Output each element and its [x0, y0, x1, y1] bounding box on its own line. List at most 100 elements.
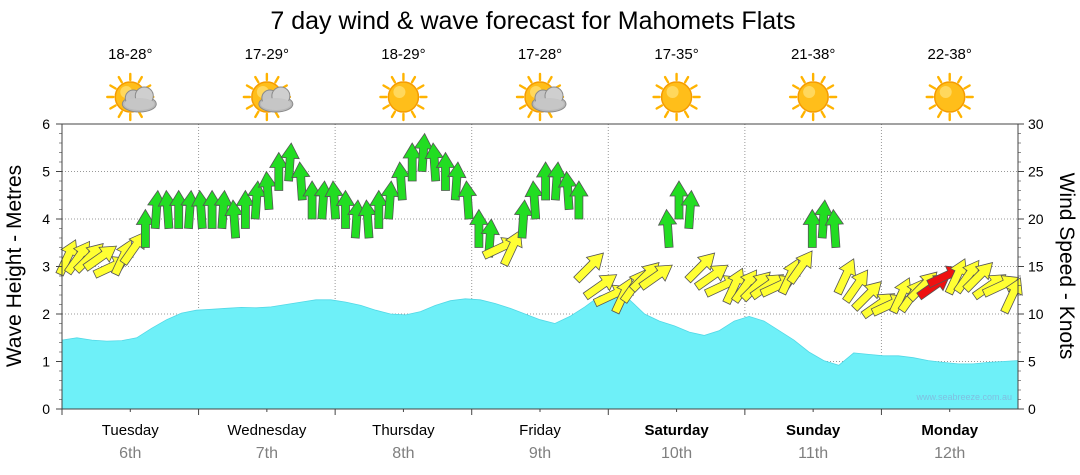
day-label: Wednesday: [227, 422, 306, 439]
sun-ray: [826, 84, 835, 90]
wind-arrow-shape: [680, 189, 701, 230]
wind-arrow: [693, 264, 729, 291]
wind-arrow: [119, 231, 146, 266]
temperature-label: 17-35°: [654, 46, 698, 63]
sun-ray: [792, 104, 800, 110]
temperature-label: 18-29°: [381, 46, 425, 63]
wind-arrow-shape: [981, 275, 1020, 298]
wind-arrow-shape: [457, 180, 478, 220]
sun-ray: [690, 84, 698, 90]
sun-ray: [928, 104, 937, 110]
sun-ray: [390, 110, 397, 119]
sun-ray: [792, 84, 800, 90]
right-tick-label: 30: [1028, 116, 1044, 132]
day-label: Tuesday: [102, 422, 159, 439]
sun-ray: [410, 110, 417, 119]
watermark: www.seabreeze.com.au: [915, 392, 1012, 402]
wind-arrow-shape: [500, 229, 523, 267]
sun-highlight: [393, 86, 406, 98]
sun-ray: [826, 104, 835, 110]
chart-title: 7 day wind & wave forecast for Mahomets …: [270, 7, 795, 35]
right-tick-label: 25: [1028, 164, 1044, 180]
sun-ray: [963, 84, 971, 90]
left-axis: 0 1 2 3 4 5 6: [42, 116, 62, 417]
wind-arrows: [55, 132, 1023, 320]
right-tick-label: 10: [1028, 306, 1044, 322]
sun-disc: [387, 81, 420, 113]
wind-arrow: [851, 281, 882, 312]
partly-cloudy-icon: [515, 72, 567, 122]
wind-arrow-shape: [851, 281, 882, 312]
wave-height-area: [61, 292, 1019, 410]
sunny-icon: [925, 72, 974, 122]
wind-arrow: [582, 274, 618, 301]
date-label: 7th: [256, 445, 278, 462]
wind-arrow-shape: [693, 264, 729, 291]
day-label: Sunday: [786, 422, 841, 439]
cloud-shape: [121, 86, 157, 113]
sun-ray: [655, 104, 664, 110]
cloud-fill: [124, 98, 155, 110]
sun-disc: [797, 81, 829, 113]
wind-arrow: [280, 142, 300, 182]
date-label: 10th: [661, 445, 692, 462]
left-tick-label: 0: [42, 401, 50, 417]
sun-ray: [957, 75, 963, 84]
sun-ray: [937, 75, 943, 84]
right-tick-label: 5: [1028, 354, 1036, 370]
sun-ray: [663, 75, 670, 84]
partly-cloudy-icon: [106, 72, 157, 122]
wind-arrow: [82, 245, 118, 272]
sun-ray: [690, 104, 698, 110]
day-label: Saturday: [644, 422, 709, 439]
sun-ray: [800, 75, 806, 84]
temperature-label: 17-29°: [245, 46, 289, 63]
temperature-label: 18-28°: [108, 46, 152, 63]
temperature-label: 17-28°: [518, 46, 562, 63]
x-axis: Tuesday 6th Wednesday 7th Thursday 8th Friday 9…: [61, 409, 979, 462]
wind-arrow: [684, 252, 716, 284]
sun-ray: [663, 110, 670, 119]
sun-ray: [683, 110, 690, 119]
sun-ray: [527, 75, 533, 84]
wind-arrow-shape: [119, 231, 146, 266]
left-axis-title: Wave Height - Metres: [3, 165, 26, 367]
wind-arrow: [573, 252, 604, 284]
sun-ray: [547, 75, 553, 84]
wind-arrow: [447, 161, 467, 201]
sun-ray: [683, 75, 690, 84]
sun-ray: [245, 84, 254, 90]
wind-arrow-shape: [573, 252, 604, 284]
sun-ray: [245, 104, 254, 110]
sun-ray: [963, 104, 971, 110]
wind-arrow-shape: [291, 161, 311, 201]
day-label: Thursday: [372, 422, 435, 439]
sunny-icon: [788, 72, 838, 122]
wind-arrow: [657, 208, 678, 249]
sun-ray: [416, 84, 425, 90]
sun-ray: [137, 110, 143, 119]
sunny-icon: [379, 72, 428, 122]
right-axis: 0 5 10 15 20 25 30: [1018, 116, 1044, 417]
sun-ray: [937, 110, 943, 119]
day-label: Monday: [921, 422, 978, 439]
sun-ray: [928, 84, 937, 90]
sun-ray: [518, 84, 527, 90]
left-tick-label: 2: [42, 306, 50, 322]
sun-ray: [109, 104, 117, 110]
wind-arrow-shape: [657, 208, 678, 249]
wind-arrow: [962, 262, 994, 293]
sun-ray: [410, 75, 417, 84]
sun-ray: [547, 110, 553, 119]
wind-arrow: [457, 180, 478, 220]
sun-ray: [820, 110, 826, 119]
weather-row: 18-28° 17-29° 18-29° 17-28° 17-35° 21-38° 22-3…: [106, 46, 974, 122]
cloud-shape: [531, 86, 567, 113]
partly-cloudy-icon: [242, 72, 294, 122]
sun-disc: [660, 81, 693, 113]
left-tick-label: 3: [42, 259, 50, 275]
sun-ray: [800, 110, 806, 119]
sun-ray: [390, 75, 397, 84]
cloud-fill: [534, 98, 564, 110]
